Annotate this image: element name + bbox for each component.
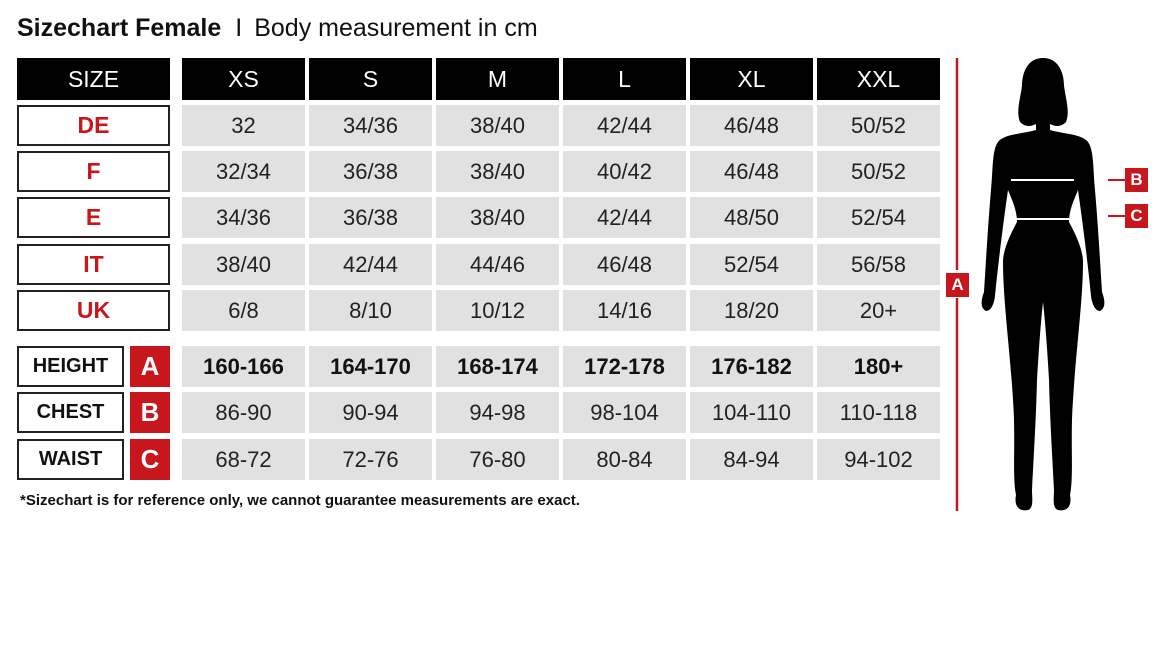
measurement-marker: B: [130, 392, 170, 433]
chest-marker: B: [1125, 168, 1148, 192]
table-cell: 94-98: [436, 392, 559, 433]
table-cell: 168-174: [436, 346, 559, 387]
table-cell: 180+: [817, 346, 940, 387]
table-cell: 68-72: [182, 439, 305, 480]
size-column-header: S: [309, 58, 432, 100]
size-column-header: L: [563, 58, 686, 100]
table-cell: 20+: [817, 290, 940, 331]
table-cell: 50/52: [817, 105, 940, 146]
table-cell: 164-170: [309, 346, 432, 387]
table-cell: 50/52: [817, 151, 940, 192]
table-cell: 42/44: [563, 197, 686, 238]
table-cell: 80-84: [563, 439, 686, 480]
size-column-header: XS: [182, 58, 305, 100]
table-cell: 36/38: [309, 151, 432, 192]
measurement-label: CHEST: [17, 392, 124, 433]
size-column-header: XL: [690, 58, 813, 100]
table-cell: 48/50: [690, 197, 813, 238]
table-cell: 38/40: [182, 244, 305, 285]
height-marker: A: [946, 273, 969, 297]
table-cell: 98-104: [563, 392, 686, 433]
table-cell: 34/36: [309, 105, 432, 146]
waist-marker: C: [1125, 204, 1148, 228]
table-cell: 38/40: [436, 105, 559, 146]
region-label: UK: [17, 290, 170, 331]
table-cell: 72-76: [309, 439, 432, 480]
measurement-label: HEIGHT: [17, 346, 124, 387]
size-column-header: XXL: [817, 58, 940, 100]
table-cell: 34/36: [182, 197, 305, 238]
table-cell: 8/10: [309, 290, 432, 331]
table-cell: 94-102: [817, 439, 940, 480]
measurement-marker: A: [130, 346, 170, 387]
table-cell: 56/58: [817, 244, 940, 285]
table-cell: 110-118: [817, 392, 940, 433]
table-cell: 42/44: [309, 244, 432, 285]
title-bold: Sizechart Female: [17, 14, 222, 42]
table-cell: 18/20: [690, 290, 813, 331]
table-cell: 84-94: [690, 439, 813, 480]
size-header: SIZE: [17, 58, 170, 100]
table-cell: 36/38: [309, 197, 432, 238]
table-cell: 46/48: [690, 151, 813, 192]
table-cell: 172-178: [563, 346, 686, 387]
table-cell: 44/46: [436, 244, 559, 285]
table-cell: 32/34: [182, 151, 305, 192]
table-cell: 14/16: [563, 290, 686, 331]
page-title: Sizechart Female I Body measurement in cm: [17, 14, 538, 43]
title-separator: I: [235, 14, 243, 42]
table-cell: 40/42: [563, 151, 686, 192]
table-cell: 46/48: [563, 244, 686, 285]
size-column-header: M: [436, 58, 559, 100]
table-cell: 38/40: [436, 151, 559, 192]
footnote: *Sizechart is for reference only, we can…: [20, 492, 580, 509]
table-cell: 176-182: [690, 346, 813, 387]
table-cell: 104-110: [690, 392, 813, 433]
table-cell: 42/44: [563, 105, 686, 146]
table-cell: 6/8: [182, 290, 305, 331]
table-cell: 52/54: [817, 197, 940, 238]
female-silhouette-icon: [981, 58, 1105, 511]
region-label: DE: [17, 105, 170, 146]
region-label: F: [17, 151, 170, 192]
title-subtitle: Body measurement in cm: [254, 14, 538, 42]
table-cell: 46/48: [690, 105, 813, 146]
table-cell: 10/12: [436, 290, 559, 331]
table-cell: 52/54: [690, 244, 813, 285]
measurement-label: WAIST: [17, 439, 124, 480]
region-label: E: [17, 197, 170, 238]
table-cell: 90-94: [309, 392, 432, 433]
region-label: IT: [17, 244, 170, 285]
table-cell: 160-166: [182, 346, 305, 387]
table-cell: 76-80: [436, 439, 559, 480]
table-cell: 38/40: [436, 197, 559, 238]
table-cell: 32: [182, 105, 305, 146]
measurement-marker: C: [130, 439, 170, 480]
table-cell: 86-90: [182, 392, 305, 433]
